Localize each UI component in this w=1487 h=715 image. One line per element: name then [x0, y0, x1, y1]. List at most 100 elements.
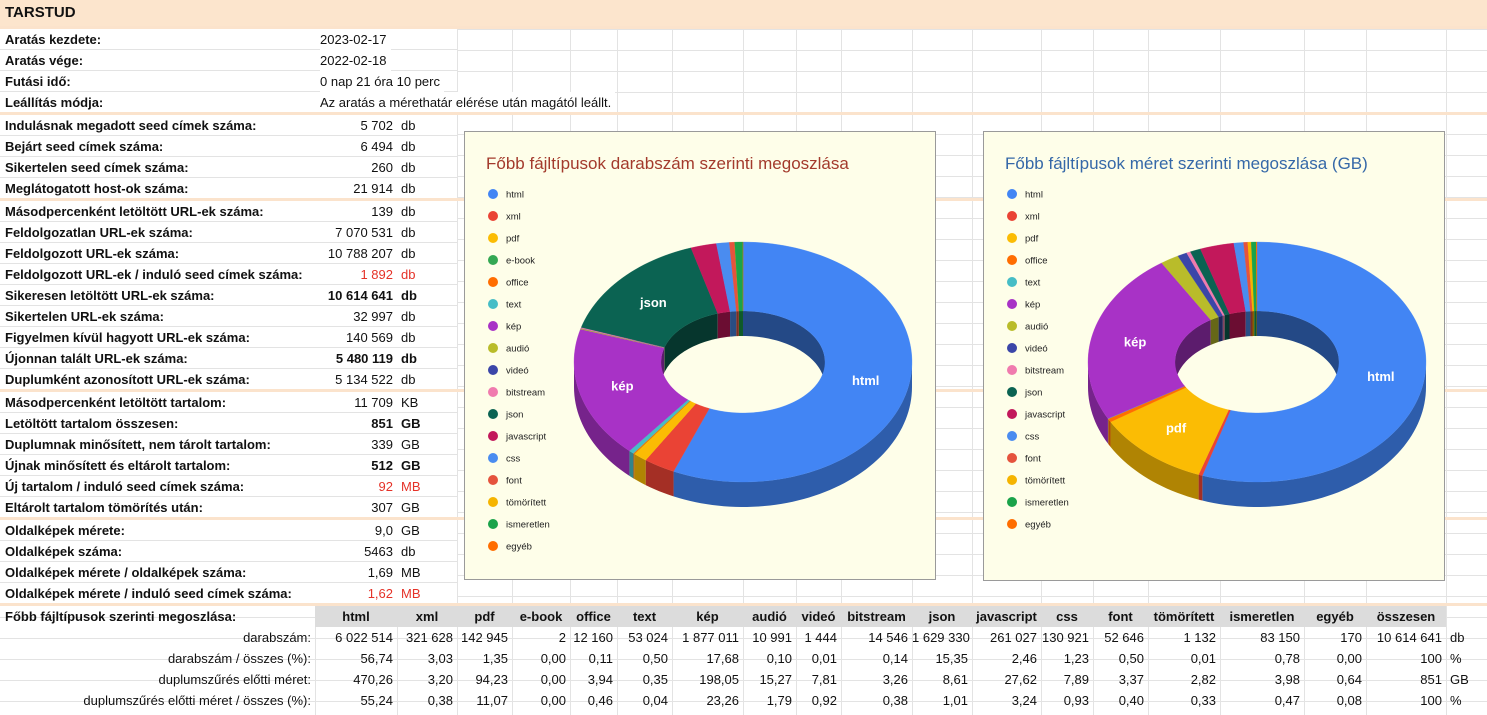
row-value: 1,69 — [367, 565, 393, 580]
legend-swatch — [488, 541, 498, 551]
legend-label: videó — [1025, 344, 1048, 355]
legend-label: audió — [1025, 322, 1048, 333]
cell: 0,92 — [811, 693, 837, 708]
cell: 3,24 — [1011, 693, 1037, 708]
row-value: 260 — [371, 160, 393, 175]
legend-swatch — [1007, 343, 1017, 353]
sheet-title: TARSTUD — [5, 4, 76, 21]
cell: 17,68 — [706, 651, 739, 666]
grid-line — [0, 701, 1487, 702]
row-label: darabszám / összes (%): — [167, 651, 311, 666]
row-bg — [0, 222, 457, 243]
cell: 198,05 — [699, 672, 739, 687]
cell: 0,01 — [811, 651, 837, 666]
legend-swatch — [488, 277, 498, 287]
column-header: json — [928, 609, 956, 624]
row-label: Oldalképek száma: — [5, 544, 123, 559]
legend-label: xml — [506, 212, 521, 223]
row-label: Duplumként azonosított URL-ek száma: — [5, 372, 250, 387]
legend-label: bitstream — [506, 388, 545, 399]
row-bg — [0, 136, 457, 157]
legend-label: json — [1024, 388, 1042, 399]
slice-label: kép — [1124, 335, 1146, 350]
row-unit: db — [401, 246, 416, 261]
row-label: Újnak minősített és eltárolt tartalom: — [5, 458, 231, 473]
legend-label: kép — [506, 322, 521, 333]
column-header: office — [576, 609, 611, 624]
row-value: 10 788 207 — [327, 246, 393, 261]
row-label: Figyelmen kívül hagyott URL-ek száma: — [5, 330, 250, 345]
cell: 1,01 — [942, 693, 968, 708]
row-bg — [0, 285, 457, 306]
cell: 0,40 — [1118, 693, 1144, 708]
row-unit: db — [401, 330, 416, 345]
slice-side — [1108, 418, 1111, 447]
legend-swatch — [488, 343, 498, 353]
row-unit: GB — [401, 523, 420, 538]
legend-label: e-book — [506, 256, 535, 267]
row-bg — [0, 541, 457, 562]
column-header: kép — [696, 609, 719, 624]
column-header: ismeretlen — [1229, 609, 1295, 624]
slice-label: pdf — [1166, 420, 1187, 435]
row-unit: db — [401, 544, 416, 559]
row-label: Feldolgozott URL-ek száma: — [5, 246, 180, 261]
column-header: text — [632, 609, 657, 624]
title-row — [0, 0, 1487, 26]
row-label: Futási idő: — [5, 74, 71, 89]
cell: 52 646 — [1104, 630, 1144, 645]
row-value: 5 702 — [360, 118, 393, 133]
row-label: Másodpercenként letöltött tartalom: — [5, 395, 227, 410]
row-bg — [0, 115, 457, 136]
legend-swatch — [1007, 299, 1017, 309]
slice-label: json — [639, 295, 667, 310]
legend-label: ismeretlen — [506, 520, 550, 531]
legend-label: pdf — [506, 234, 520, 245]
cell: 0,93 — [1063, 693, 1089, 708]
slice-inner-wall — [1229, 311, 1246, 339]
legend-label: xml — [1025, 212, 1040, 223]
cell: 470,26 — [353, 672, 393, 687]
column-header: font — [1108, 609, 1133, 624]
row-value: 1,62 — [367, 586, 393, 601]
legend-label: audió — [506, 344, 529, 355]
row-bg — [0, 243, 457, 264]
cell: 0,38 — [882, 693, 908, 708]
cell: 0,00 — [540, 651, 566, 666]
cell: 0,00 — [540, 672, 566, 687]
row-unit: GB — [401, 458, 421, 473]
legend-swatch — [488, 497, 498, 507]
slice-label: kép — [611, 378, 633, 393]
legend-swatch — [1007, 211, 1017, 221]
chart-title: Főbb fájltípusok darabszám szerinti mego… — [486, 154, 849, 173]
row-unit: GB — [401, 416, 421, 431]
row-unit: MB — [401, 586, 421, 601]
cell: 1,35 — [482, 651, 508, 666]
cell: 56,74 — [360, 651, 393, 666]
legend-swatch — [1007, 233, 1017, 243]
chart: Főbb fájltípusok darabszám szerinti mego… — [464, 131, 936, 580]
row-bg — [0, 264, 457, 285]
legend-swatch — [488, 453, 498, 463]
slice-side — [673, 362, 912, 507]
row-label: Feldolgozatlan URL-ek száma: — [5, 225, 193, 240]
cell: 100 — [1420, 651, 1442, 666]
row-unit: db — [401, 309, 416, 324]
slice-inner-wall — [1245, 311, 1251, 337]
legend-label: json — [505, 410, 523, 421]
legend-swatch — [488, 431, 498, 441]
legend-swatch — [1007, 431, 1017, 441]
slice-inner-wall — [1254, 311, 1257, 337]
legend-label: css — [1025, 432, 1040, 443]
cell: 7,81 — [811, 672, 837, 687]
row-value: 140 569 — [346, 330, 393, 345]
cell: 142 945 — [461, 630, 508, 645]
slice-side — [629, 450, 634, 479]
slice-inner-wall — [717, 311, 731, 339]
row-unit: db — [401, 139, 416, 154]
legend-label: pdf — [1025, 234, 1039, 245]
row-value: 5463 — [364, 544, 393, 559]
row-unit: KB — [401, 395, 419, 410]
cell: 1,79 — [766, 693, 792, 708]
column-header: xml — [415, 609, 439, 624]
